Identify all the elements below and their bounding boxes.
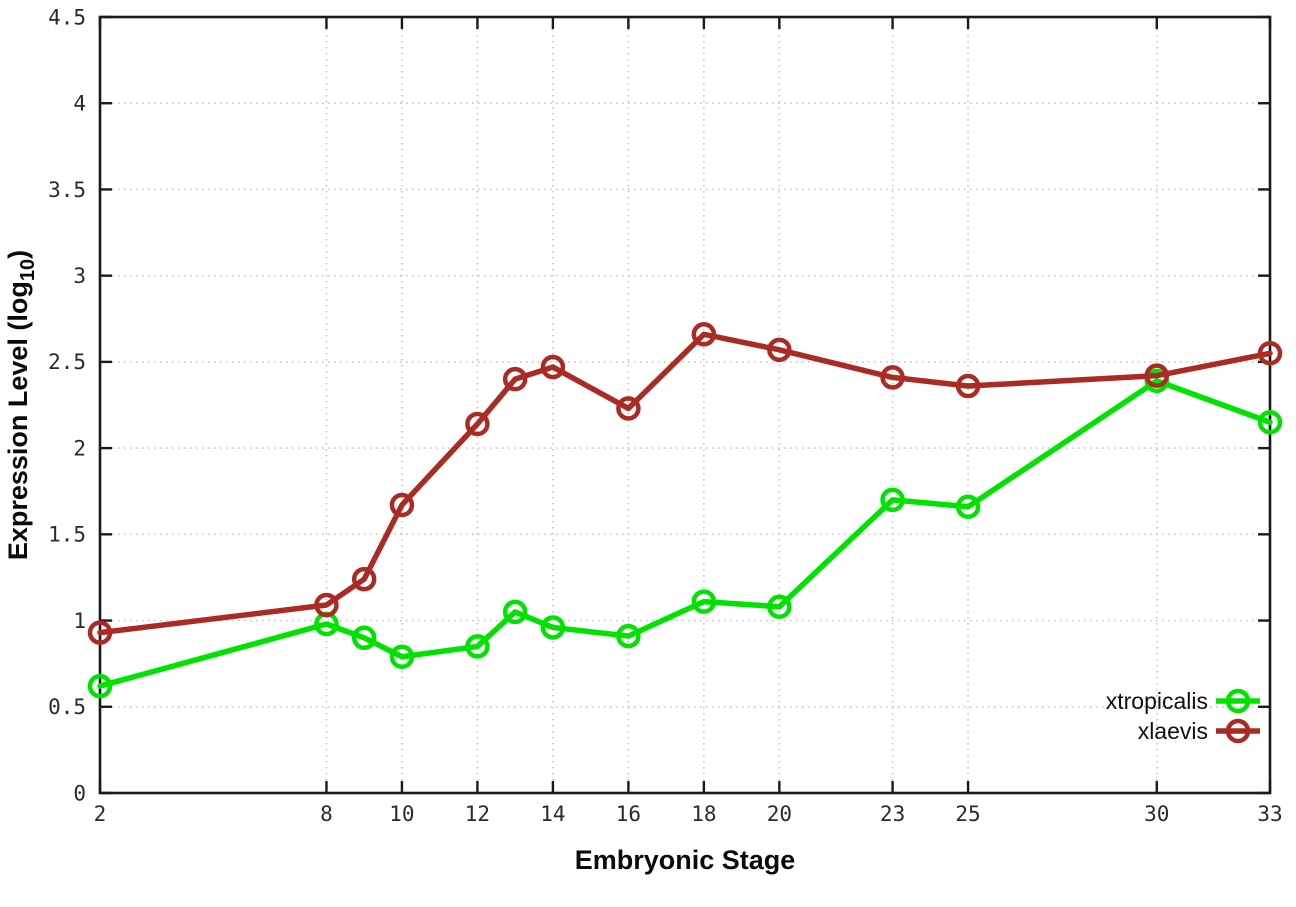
x-axis-title: Embryonic Stage [575, 845, 796, 875]
series-line-xlaevis [97, 331, 1273, 636]
x-tick-label-12: 12 [465, 802, 490, 826]
data-point-xlaevis-stage-23 [880, 365, 905, 390]
data-point-xtropicalis-stage-23 [880, 487, 905, 513]
data-point-xlaevis-stage-16 [616, 396, 641, 421]
x-tick-label-30: 30 [1144, 802, 1169, 826]
data-point-xlaevis-stage-2 [87, 620, 113, 645]
data-point-xtropicalis-stage-13 [502, 599, 528, 625]
data-point-xtropicalis-stage-2 [87, 673, 113, 699]
x-tick-label-25: 25 [955, 802, 980, 826]
x-tick-label-18: 18 [691, 802, 716, 826]
x-tick-label-10: 10 [389, 802, 414, 826]
x-tick-label-2: 2 [94, 802, 107, 826]
legend-label-xlaevis: xlaevis [1138, 718, 1208, 744]
axis-layer: 2 8 10 12 14 16 18 20 23 25 30 33 0 0.5 1 1.5 2 2.5 3 3.5 4 4… [48, 5, 1283, 826]
x-tick-label-33: 33 [1257, 802, 1282, 826]
data-point-xlaevis-stage-30 [1144, 363, 1170, 388]
data-point-xlaevis-stage-25 [955, 373, 981, 399]
x-tick-label-20: 20 [767, 802, 792, 826]
series-layer [87, 322, 1283, 699]
legend-marker-xtropicalis [1225, 688, 1251, 714]
x-tick-label-14: 14 [540, 802, 565, 826]
data-point-xtropicalis-stage-14 [540, 615, 566, 640]
y-tick-label-0.5: 0.5 [48, 695, 86, 719]
legend-label-xtropicalis: xtropicalis [1106, 688, 1208, 714]
plot-border [98, 15, 1272, 795]
y-axis-title: Expression Level (log10) [3, 250, 39, 560]
data-point-xlaevis-stage-9 [351, 566, 377, 592]
data-point-xtropicalis-stage-25 [955, 494, 981, 519]
y-tick-label-4.5: 4.5 [48, 5, 86, 29]
data-point-xlaevis-stage-8 [314, 592, 339, 618]
grid-layer [100, 17, 1270, 793]
legend-marker-xlaevis [1225, 718, 1251, 744]
y-tick-label-0: 0 [73, 781, 86, 805]
y-tick-label-1.5: 1.5 [48, 523, 86, 547]
y-axis-title-text: Expression Level (log [3, 281, 33, 560]
x-tick-label-8: 8 [320, 802, 333, 826]
data-point-xlaevis-stage-13 [502, 366, 528, 392]
data-point-xlaevis-stage-33 [1257, 341, 1283, 366]
y-tick-label-2: 2 [73, 436, 86, 460]
y-tick-label-3: 3 [73, 264, 86, 288]
data-point-xtropicalis-stage-10 [389, 644, 415, 670]
legend: xtropicalis xlaevis [1106, 688, 1260, 744]
y-tick-label-1: 1 [73, 609, 86, 633]
y-axis-title-subscript: 10 [17, 259, 39, 281]
data-point-xtropicalis-stage-18 [691, 589, 717, 614]
x-tick-label-23: 23 [880, 802, 905, 826]
data-point-xlaevis-stage-18 [691, 322, 717, 347]
data-point-xtropicalis-stage-12 [465, 634, 490, 659]
y-tick-label-4: 4 [73, 92, 86, 116]
data-point-xlaevis-stage-14 [540, 354, 566, 380]
y-tick-label-3.5: 3.5 [48, 178, 86, 202]
data-point-xlaevis-stage-20 [767, 337, 792, 363]
data-point-xtropicalis-stage-9 [351, 625, 377, 651]
data-point-xtropicalis-stage-33 [1257, 409, 1283, 435]
series-line-xtropicalis [97, 378, 1273, 689]
y-axis-title-suffix: ) [3, 250, 33, 259]
x-tick-label-16: 16 [616, 802, 641, 826]
data-point-xlaevis-stage-10 [389, 492, 415, 518]
y-tick-label-2.5: 2.5 [48, 350, 86, 374]
data-point-xlaevis-stage-12 [465, 411, 490, 437]
data-point-xtropicalis-stage-20 [767, 594, 792, 620]
data-point-xtropicalis-stage-16 [616, 623, 641, 649]
